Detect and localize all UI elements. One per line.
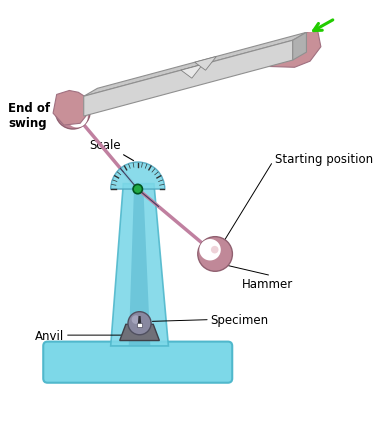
Circle shape xyxy=(133,185,142,194)
Polygon shape xyxy=(129,184,151,346)
Polygon shape xyxy=(84,33,307,97)
Polygon shape xyxy=(120,325,159,341)
Text: Starting position: Starting position xyxy=(275,153,373,166)
Polygon shape xyxy=(138,316,141,325)
Circle shape xyxy=(69,113,76,121)
Circle shape xyxy=(132,316,140,324)
Text: Scale: Scale xyxy=(90,138,133,161)
Circle shape xyxy=(198,237,232,272)
Polygon shape xyxy=(203,30,321,68)
Circle shape xyxy=(66,107,88,128)
Text: Hammer: Hammer xyxy=(242,278,293,291)
Bar xyxy=(137,323,142,327)
Text: Specimen: Specimen xyxy=(210,314,268,326)
Text: End of
swing: End of swing xyxy=(8,102,50,130)
Text: Anvil: Anvil xyxy=(35,329,64,342)
Polygon shape xyxy=(195,58,217,71)
FancyBboxPatch shape xyxy=(43,342,232,383)
Polygon shape xyxy=(293,33,307,61)
Circle shape xyxy=(128,312,151,335)
Wedge shape xyxy=(111,163,165,190)
Polygon shape xyxy=(111,184,168,346)
Circle shape xyxy=(211,246,218,254)
Circle shape xyxy=(199,239,221,261)
Polygon shape xyxy=(84,41,293,117)
Polygon shape xyxy=(53,71,181,126)
Polygon shape xyxy=(181,65,203,79)
Circle shape xyxy=(55,95,90,130)
